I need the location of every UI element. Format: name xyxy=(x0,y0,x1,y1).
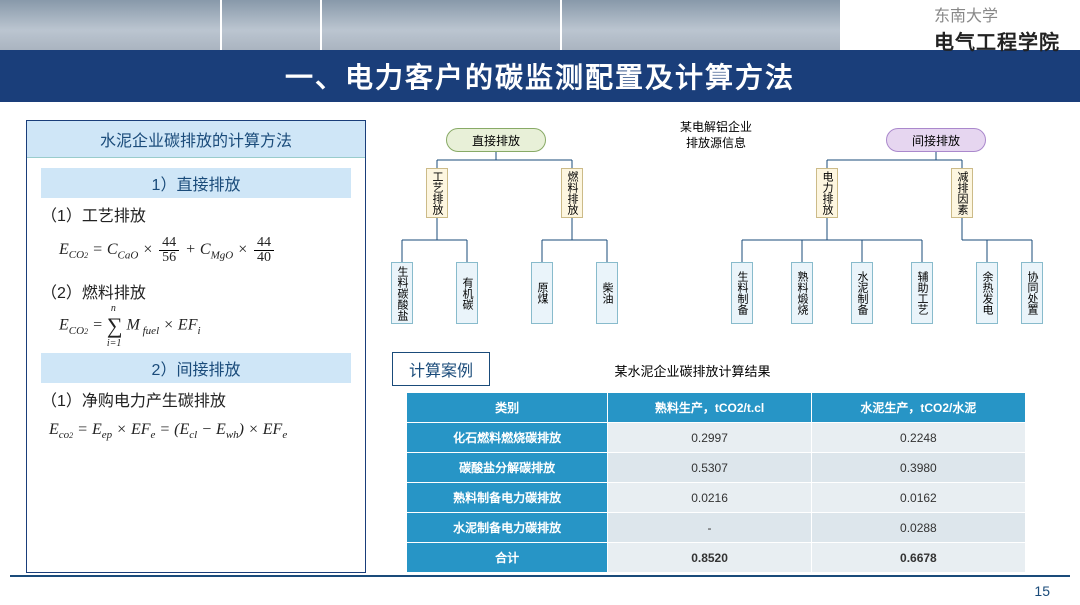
table-cell: 0.6678 xyxy=(811,543,1025,573)
tree-leaf-6: 水泥制备 xyxy=(851,262,873,324)
table-cell: 熟料制备电力碳排放 xyxy=(407,483,608,513)
subsection-2-1: （1）净购电力产生碳排放 xyxy=(41,387,351,411)
table-cell: 碳酸盐分解碳排放 xyxy=(407,453,608,483)
tree-mid-3: 减排因素 xyxy=(951,168,973,218)
table-col-head: 类别 xyxy=(407,393,608,423)
table-cell: 0.0216 xyxy=(608,483,811,513)
tree-leaf-1: 有机碳 xyxy=(456,262,478,324)
tree-leaf-5: 熟料煅烧 xyxy=(791,262,813,324)
table-cell: - xyxy=(608,513,811,543)
header-text: 东南大学 电气工程学院 xyxy=(934,2,1060,55)
table-cell: 0.8520 xyxy=(608,543,811,573)
table-col-head: 水泥生产，tCO2/水泥 xyxy=(811,393,1025,423)
slide-title: 一、电力客户的碳监测配置及计算方法 xyxy=(0,50,1080,102)
tree-leaf-3: 柴油 xyxy=(596,262,618,324)
case-label: 计算案例 xyxy=(392,352,490,386)
case-row: 计算案例 某水泥企业碳排放计算结果 xyxy=(386,340,1046,386)
table-cell: 0.3980 xyxy=(811,453,1025,483)
header-photo-4 xyxy=(560,0,840,50)
school-name: 电气工程学院 xyxy=(934,26,1060,55)
right-panel: 某电解铝企业 排放源信息 直接排放 间接排放 工艺排放 燃料排放 电力排放 减排… xyxy=(386,120,1046,573)
left-panel-title: 水泥企业碳排放的计算方法 xyxy=(27,121,365,158)
bottom-rule xyxy=(10,575,1070,577)
tree-connectors xyxy=(386,120,1046,340)
tree-leaf-8: 余热发电 xyxy=(976,262,998,324)
table-col-head: 熟料生产，tCO2/t.cl xyxy=(608,393,811,423)
tree-leaf-0: 生料碳酸盐 xyxy=(391,262,413,324)
tree-leaf-4: 生料制备 xyxy=(731,262,753,324)
tree-leaf-7: 辅助工艺 xyxy=(911,262,933,324)
table-cell: 0.5307 xyxy=(608,453,811,483)
table-cell: 0.2248 xyxy=(811,423,1025,453)
tree-diagram: 某电解铝企业 排放源信息 直接排放 间接排放 工艺排放 燃料排放 电力排放 减排… xyxy=(386,120,1046,340)
formula-1: ECO2 = CCaO × 4456 + CMgO × 4440 xyxy=(59,236,351,265)
main-content: 水泥企业碳排放的计算方法 1）直接排放 （1）工艺排放 ECO2 = CCaO … xyxy=(0,102,1080,573)
tree-leaf-2: 原煤 xyxy=(531,262,553,324)
formula-2: ECO2 = ∑ni=1 M fuel × EFi xyxy=(59,313,351,339)
header: 东南大学 电气工程学院 xyxy=(0,0,1080,50)
left-panel: 水泥企业碳排放的计算方法 1）直接排放 （1）工艺排放 ECO2 = CCaO … xyxy=(26,120,366,573)
table-cell: 化石燃料燃烧碳排放 xyxy=(407,423,608,453)
case-title: 某水泥企业碳排放计算结果 xyxy=(614,361,770,380)
page-number: 15 xyxy=(1034,583,1050,599)
tree-mid-0: 工艺排放 xyxy=(426,168,448,218)
section-2-head: 2）间接排放 xyxy=(41,353,351,383)
tree-mid-1: 燃料排放 xyxy=(561,168,583,218)
header-photo-3 xyxy=(320,0,560,50)
tree-top-indirect: 间接排放 xyxy=(886,128,986,152)
subsection-1-2: （2）燃料排放 xyxy=(41,279,351,303)
result-table: 类别熟料生产，tCO2/t.cl水泥生产，tCO2/水泥 化石燃料燃烧碳排放0.… xyxy=(406,392,1026,573)
table-cell: 0.2997 xyxy=(608,423,811,453)
section-1-head: 1）直接排放 xyxy=(41,168,351,198)
tree-mid-2: 电力排放 xyxy=(816,168,838,218)
tree-leaf-9: 协同处置 xyxy=(1021,262,1043,324)
header-photo-2 xyxy=(220,0,320,50)
formula-3: Eco2 = Eep × EFe = (Ecl − Ewh) × EFe xyxy=(49,421,351,441)
table-cell: 合计 xyxy=(407,543,608,573)
header-photo-1 xyxy=(0,0,220,50)
subsection-1-1: （1）工艺排放 xyxy=(41,202,351,226)
table-cell: 水泥制备电力碳排放 xyxy=(407,513,608,543)
university-name: 东南大学 xyxy=(934,2,1060,26)
left-panel-body: 1）直接排放 （1）工艺排放 ECO2 = CCaO × 4456 + CMgO… xyxy=(27,158,365,465)
tree-title: 某电解铝企业 排放源信息 xyxy=(676,120,756,151)
table-cell: 0.0162 xyxy=(811,483,1025,513)
tree-top-direct: 直接排放 xyxy=(446,128,546,152)
table-cell: 0.0288 xyxy=(811,513,1025,543)
